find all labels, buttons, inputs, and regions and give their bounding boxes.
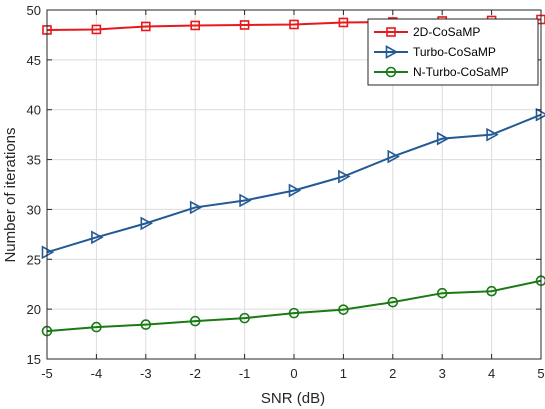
data-point-turbo-cosamp [486, 127, 499, 142]
data-point-turbo-cosamp [239, 193, 252, 208]
x-tick-label: 4 [488, 366, 495, 381]
data-point-2d-cosamp [190, 20, 200, 31]
series-line-n-turbo-cosamp [46, 279, 542, 333]
data-point-turbo-cosamp [288, 183, 302, 198]
data-point-n-turbo-cosamp [239, 312, 250, 324]
data-point-2d-cosamp [239, 20, 250, 30]
x-tick-label: 2 [389, 366, 396, 381]
data-point-n-turbo-cosamp [140, 319, 152, 330]
legend: 2D-CoSaMP Turbo-CoSaMP N-Turbo-CoSaMP [367, 18, 539, 86]
data-point-2d-cosamp [338, 17, 349, 28]
x-tick-label: -5 [41, 366, 53, 381]
x-tick-label: -2 [189, 366, 201, 381]
x-tick-label: -1 [239, 366, 251, 381]
y-tick-label: 45 [27, 53, 41, 68]
y-tick-label: 15 [27, 352, 41, 367]
data-point-2d-cosamp [141, 21, 151, 32]
x-tick-label: 3 [439, 366, 446, 381]
y-tick-label: 35 [27, 153, 41, 168]
legend-entry-2d-cosamp: 2D-CoSaMP [374, 25, 480, 39]
data-point-turbo-cosamp [436, 131, 450, 146]
legend-label: Turbo-CoSaMP [413, 45, 496, 59]
legend-label: 2D-CoSaMP [413, 25, 480, 39]
x-tick-label: 0 [290, 366, 297, 381]
data-point-turbo-cosamp [189, 200, 203, 215]
data-point-n-turbo-cosamp [387, 296, 399, 308]
data-point-n-turbo-cosamp [436, 287, 448, 299]
x-tick-label: -4 [91, 366, 103, 381]
legend-swatch-marker [386, 27, 396, 37]
y-tick-label: 20 [27, 302, 41, 317]
data-point-turbo-cosamp [338, 169, 351, 184]
data-point-n-turbo-cosamp [486, 285, 497, 297]
data-point-n-turbo-cosamp [91, 321, 102, 333]
x-tick-label: 1 [340, 366, 347, 381]
y-tick-label: 25 [27, 252, 41, 267]
legend-swatch-marker [385, 66, 397, 78]
data-point-n-turbo-cosamp [338, 304, 349, 315]
y-tick-label: 40 [27, 103, 41, 118]
data-point-turbo-cosamp [140, 216, 153, 231]
legend-label: N-Turbo-CoSaMP [413, 65, 509, 79]
data-point-2d-cosamp [91, 24, 102, 35]
data-point-turbo-cosamp [91, 230, 104, 245]
y-tick-label: 50 [27, 3, 41, 18]
y-tick-label: 30 [27, 202, 41, 217]
data-point-turbo-cosamp [387, 149, 400, 164]
y-axis-ticks: 15 20 25 30 35 40 45 50 [27, 3, 541, 367]
x-axis-label: SNR (dB) [261, 390, 325, 407]
data-point-2d-cosamp [289, 19, 299, 30]
x-tick-label: -3 [140, 366, 152, 381]
series-line-turbo-cosamp [46, 113, 542, 254]
legend-entry-n-turbo-cosamp: N-Turbo-CoSaMP [374, 65, 509, 79]
y-axis-label: Number of iterations [2, 127, 19, 262]
data-point-n-turbo-cosamp [288, 307, 300, 319]
x-axis-ticks: -5 -4 -3 -2 -1 0 1 2 3 4 5 [41, 10, 545, 381]
legend-swatch-marker [385, 45, 399, 59]
data-point-n-turbo-cosamp [189, 315, 201, 327]
legend-entry-turbo-cosamp: Turbo-CoSaMP [374, 45, 496, 59]
x-tick-label: 5 [537, 366, 544, 381]
